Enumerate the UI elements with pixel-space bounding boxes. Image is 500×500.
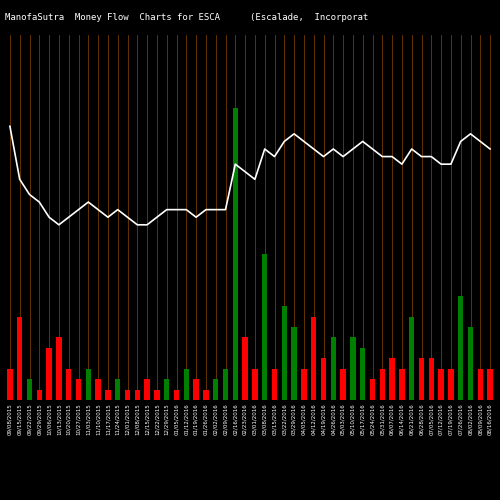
Bar xyxy=(115,379,120,400)
Bar xyxy=(419,358,424,400)
Bar xyxy=(478,368,483,400)
Bar xyxy=(125,390,130,400)
Bar xyxy=(399,368,404,400)
Bar xyxy=(380,368,385,400)
Bar xyxy=(448,368,454,400)
Bar xyxy=(272,368,277,400)
Bar xyxy=(76,379,81,400)
Bar xyxy=(311,316,316,400)
Bar xyxy=(184,368,189,400)
Bar xyxy=(488,368,493,400)
Bar xyxy=(144,379,150,400)
Bar xyxy=(46,348,52,400)
Text: (Escalade,  Incorporat: (Escalade, Incorporat xyxy=(250,12,368,22)
Bar xyxy=(468,327,473,400)
Bar xyxy=(134,390,140,400)
Bar xyxy=(330,338,336,400)
Bar xyxy=(438,368,444,400)
Bar xyxy=(428,358,434,400)
Bar xyxy=(262,254,268,400)
Bar xyxy=(321,358,326,400)
Bar xyxy=(409,316,414,400)
Bar xyxy=(164,379,170,400)
Bar xyxy=(223,368,228,400)
Bar xyxy=(370,379,375,400)
Bar xyxy=(232,108,238,400)
Bar xyxy=(56,338,62,400)
Bar xyxy=(174,390,179,400)
Bar xyxy=(350,338,356,400)
Bar xyxy=(86,368,91,400)
Bar xyxy=(96,379,101,400)
Bar xyxy=(194,379,199,400)
Bar xyxy=(36,390,42,400)
Bar xyxy=(340,368,346,400)
Bar xyxy=(105,390,110,400)
Bar xyxy=(458,296,464,400)
Bar xyxy=(390,358,395,400)
Bar xyxy=(213,379,218,400)
Bar xyxy=(292,327,297,400)
Bar xyxy=(242,338,248,400)
Bar xyxy=(7,368,12,400)
Bar xyxy=(154,390,160,400)
Text: ManofaSutra  Money Flow  Charts for ESCA: ManofaSutra Money Flow Charts for ESCA xyxy=(5,12,220,22)
Bar xyxy=(301,368,306,400)
Bar xyxy=(66,368,71,400)
Bar xyxy=(203,390,208,400)
Bar xyxy=(252,368,258,400)
Bar xyxy=(17,316,22,400)
Bar xyxy=(360,348,366,400)
Bar xyxy=(282,306,287,400)
Bar xyxy=(27,379,32,400)
